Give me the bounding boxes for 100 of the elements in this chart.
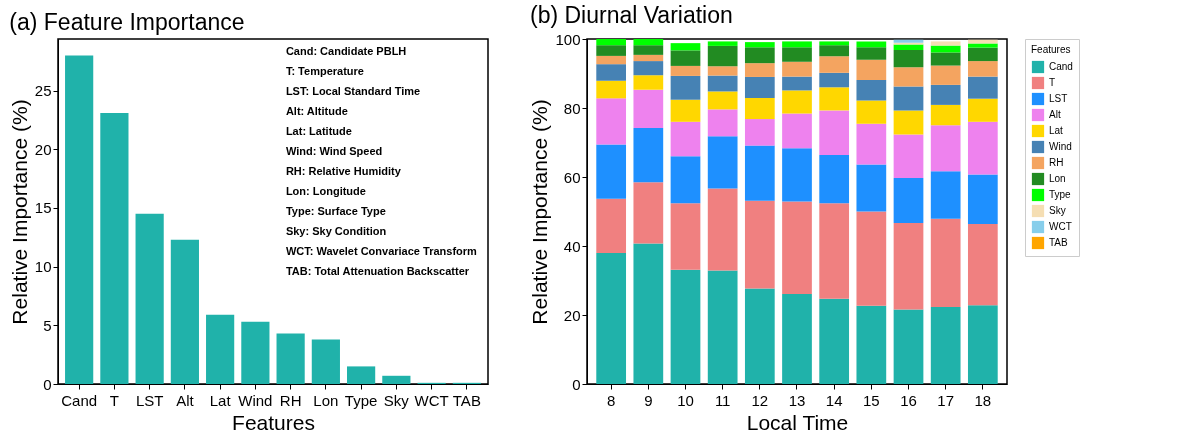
bar — [930, 104, 961, 126]
y-tick-label: 80 — [563, 99, 581, 117]
bar — [633, 61, 664, 76]
legend-label: Lon — [1049, 173, 1066, 184]
bar — [930, 52, 961, 66]
bar — [782, 41, 812, 48]
bar — [819, 87, 850, 111]
bar — [744, 145, 775, 201]
bar — [856, 305, 887, 384]
bar — [707, 66, 738, 76]
bar — [893, 309, 924, 384]
legend-title: Features — [1031, 44, 1071, 55]
bar — [819, 298, 850, 384]
y-tick-label: 5 — [43, 316, 52, 334]
x-tick-label: 15 — [862, 391, 880, 409]
legend-label: Cand — [1049, 61, 1073, 72]
legend-label: TAB — [1049, 237, 1069, 248]
bar — [893, 134, 924, 179]
bar — [707, 45, 738, 67]
bar — [967, 121, 998, 175]
bar — [170, 239, 199, 384]
legend-label: Wind — [1049, 141, 1072, 152]
bar — [967, 305, 998, 384]
bar — [893, 67, 924, 87]
x-tick-label: 10 — [677, 391, 694, 409]
bar — [670, 65, 701, 76]
annotation: Alt: Altitude — [285, 105, 348, 117]
bar — [782, 90, 812, 114]
bar — [596, 198, 627, 253]
y-tick-label: 0 — [572, 375, 581, 393]
bar — [782, 47, 812, 62]
bar — [596, 45, 627, 56]
bar — [819, 72, 850, 88]
x-tick-label: 18 — [974, 391, 992, 409]
bar — [744, 98, 775, 120]
bar — [633, 128, 664, 183]
x-axis-title: Local Time — [746, 410, 849, 434]
bar — [856, 41, 887, 48]
y-tick-label: 40 — [563, 237, 581, 255]
bar — [744, 119, 775, 146]
bar — [819, 56, 850, 73]
bar — [967, 98, 998, 122]
bar — [782, 201, 812, 294]
bar — [633, 54, 664, 62]
x-tick-label: WCT — [414, 391, 449, 409]
bar — [856, 211, 887, 306]
bar — [893, 86, 924, 111]
x-tick-label: Lat — [209, 391, 232, 409]
x-tick-label: 11 — [714, 391, 731, 409]
bar — [382, 375, 411, 384]
bar — [596, 55, 627, 65]
annotation: T: Temperature — [285, 65, 364, 77]
bar — [744, 42, 775, 48]
bar — [744, 47, 775, 64]
bar — [596, 252, 627, 384]
y-tick-label: 20 — [563, 306, 581, 324]
legend-label: Lat — [1049, 125, 1064, 136]
bar — [633, 75, 664, 90]
annotation: RH: Relative Humidity — [285, 165, 402, 177]
bar — [782, 113, 812, 149]
legend-label: Sky — [1049, 205, 1066, 216]
chart-title: (b) Diurnal Variation — [529, 2, 733, 28]
bar — [819, 41, 850, 46]
bar — [707, 136, 738, 189]
bar — [856, 80, 887, 101]
y-tick-label: 100 — [555, 30, 581, 48]
x-tick-label: 9 — [644, 391, 653, 409]
bar — [930, 84, 961, 105]
bar — [707, 41, 738, 46]
x-tick-label: T — [109, 391, 119, 409]
bar — [782, 148, 812, 202]
bar — [633, 89, 664, 129]
bar — [930, 307, 961, 384]
y-tick-label: 0 — [43, 375, 52, 393]
annotation: Wind: Wind Speed — [285, 145, 383, 157]
legend-label: T — [1049, 77, 1056, 88]
bar — [707, 91, 738, 110]
bar — [596, 80, 627, 99]
y-tick-label: 60 — [563, 168, 581, 186]
bar — [596, 98, 627, 145]
bar — [819, 110, 850, 155]
annotation: Cand: Candidate PBLH — [285, 45, 407, 57]
bar — [930, 171, 961, 219]
bar — [633, 243, 664, 384]
bar — [856, 164, 887, 212]
bar — [893, 178, 924, 223]
bar — [930, 65, 961, 85]
bar — [930, 125, 961, 172]
bar — [967, 76, 998, 99]
bar — [744, 76, 775, 98]
y-tick-label: 15 — [34, 199, 52, 217]
bar — [135, 213, 164, 384]
legend-label: WCT — [1049, 221, 1072, 232]
bar — [967, 47, 998, 62]
x-tick-label: Type — [344, 391, 378, 409]
bar — [347, 366, 376, 384]
annotation: Type: Surface Type — [285, 205, 386, 217]
bar — [311, 339, 340, 384]
bar — [670, 269, 701, 384]
bar — [596, 39, 627, 46]
